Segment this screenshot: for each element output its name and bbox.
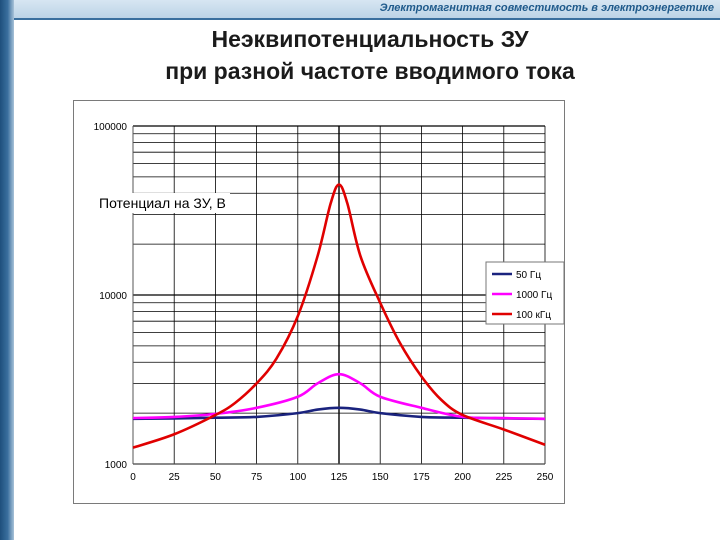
left-accent-band	[0, 0, 14, 540]
legend-label: 50 Гц	[516, 270, 541, 281]
top-banner: Электромагнитная совместимость в электро…	[14, 0, 720, 18]
x-tick-label: 25	[169, 472, 181, 483]
x-tick-label: 250	[537, 472, 554, 483]
potential-chart: 1000 10000 100000 0 25 50 75 100 125 150 175 200 225…	[94, 122, 565, 483]
x-tick-label: 225	[495, 472, 512, 483]
x-tick-label: 50	[210, 472, 222, 483]
chart-frame	[73, 100, 565, 504]
y-tick-label: 1000	[105, 460, 128, 471]
x-tick-label: 100	[289, 472, 306, 483]
x-tick-label: 150	[372, 472, 389, 483]
x-tick-label: 175	[413, 472, 430, 483]
x-tick-label: 200	[454, 472, 471, 483]
banner-divider	[14, 18, 720, 20]
x-tick-label: 0	[130, 472, 136, 483]
slide-title-line-2: при разной частоте вводимого тока	[165, 58, 575, 84]
banner-text: Электромагнитная совместимость в электро…	[379, 2, 714, 14]
series-100khz-line	[132, 183, 546, 449]
y-axis-label: Потенциал на ЗУ, В	[95, 193, 230, 213]
slide-title-line-1: Неэквипотенциальность ЗУ	[211, 26, 529, 52]
y-tick-label: 10000	[99, 291, 127, 302]
x-tick-label: 75	[251, 472, 263, 483]
legend-label: 1000 Гц	[516, 290, 552, 301]
legend-label: 100 кГц	[516, 310, 551, 321]
y-tick-label: 100000	[94, 122, 128, 133]
x-tick-label: 125	[331, 472, 348, 483]
